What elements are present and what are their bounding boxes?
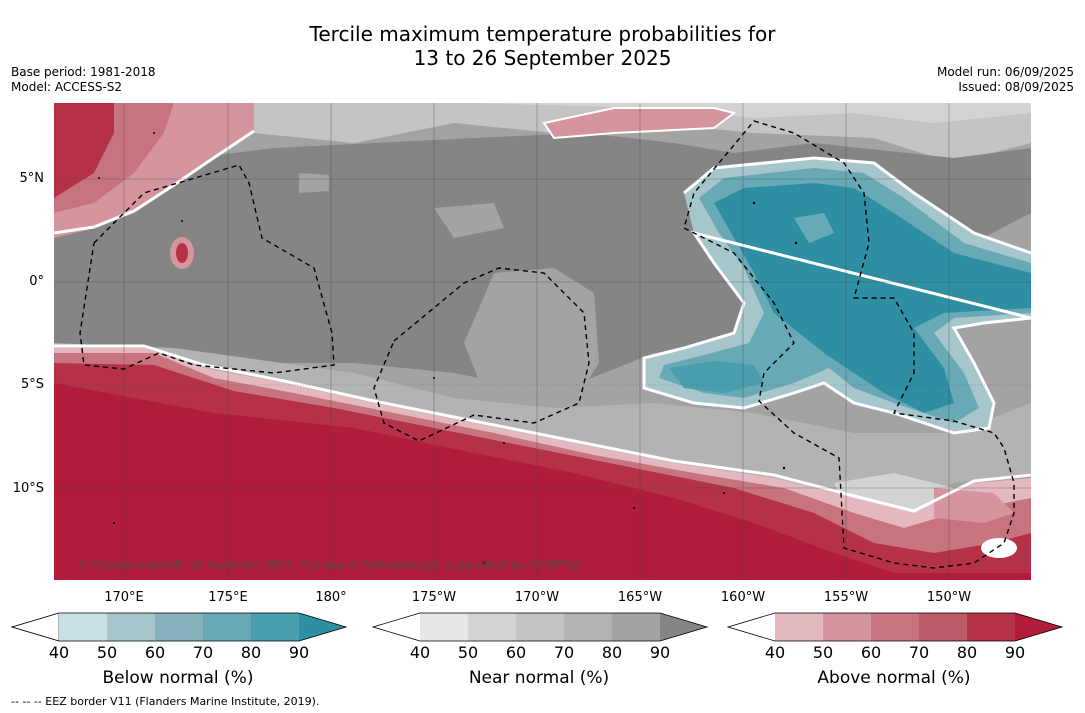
cb-above-tick: 80	[956, 643, 978, 662]
cb-near-seg-1	[420, 613, 468, 641]
cb-near-tick: 70	[553, 643, 575, 662]
lon-label-170w: 170°W	[514, 590, 560, 605]
lat-label-5n: 5°N	[19, 171, 45, 186]
cb-above-tick: 70	[908, 643, 930, 662]
colorbar-above-normal	[726, 612, 1066, 648]
cb-below-tick: 60	[144, 643, 166, 662]
cb-below-tick: 50	[96, 643, 118, 662]
cb-above-tick: 40	[764, 643, 786, 662]
cb-above-seg-1	[775, 613, 823, 641]
near-normal-lighter-north	[474, 103, 1031, 123]
colorbar-near-normal	[371, 612, 711, 648]
colorbar-above-normal-svg	[726, 612, 1064, 642]
grid-lines	[54, 103, 1031, 580]
cb-below-seg-1	[59, 613, 107, 641]
above-normal-north-patch	[544, 108, 734, 138]
cb-above-tick: 60	[860, 643, 882, 662]
cb-below-tick: 90	[288, 643, 310, 662]
near-normal-patch-north	[434, 203, 504, 238]
colorbar-near-normal-svg	[371, 612, 709, 642]
cb-above-tick: 90	[1004, 643, 1026, 662]
lon-label-175w: 175°W	[411, 590, 457, 605]
near-normal-patch-central	[464, 268, 599, 413]
cb-near-tick: 40	[409, 643, 431, 662]
above-normal-nw-core	[54, 103, 114, 198]
chart-title: Tercile maximum temperature probabilitie…	[0, 22, 1085, 70]
cb-near-outline	[371, 612, 709, 642]
issued-date: Issued: 08/09/2025	[958, 80, 1074, 94]
title-line-1: Tercile maximum temperature probabilitie…	[309, 22, 776, 46]
cb-below-tick: 70	[192, 643, 214, 662]
cb-near-seg-3	[516, 613, 564, 641]
colorbar-below-normal	[10, 612, 350, 648]
below-normal-west-lobe	[669, 361, 764, 393]
model-run: Model run: 06/09/2025	[936, 65, 1074, 79]
cb-above-seg-0	[728, 613, 775, 641]
map-svg	[54, 103, 1031, 580]
colorbar-above-label: Above normal (%)	[817, 668, 971, 688]
contour-north-patch	[542, 107, 737, 140]
above-normal-se-light	[934, 488, 1014, 523]
cb-above-seg-5	[967, 613, 1015, 641]
contour-south	[54, 344, 1031, 513]
cb-below-seg-6	[299, 613, 346, 641]
cb-below-tick: 40	[48, 643, 70, 662]
lon-label-165w: 165°W	[617, 590, 663, 605]
lat-label-0: 0°	[29, 274, 44, 289]
colorbar-below-normal-svg	[10, 612, 348, 642]
eez-borders	[79, 120, 1015, 569]
cb-below-seg-0	[10, 612, 60, 642]
cb-below-tick: 80	[240, 643, 262, 662]
cb-above-seg-6	[1015, 613, 1062, 641]
cb-below-seg-4	[203, 613, 251, 641]
colorbar-near-label: Near normal (%)	[468, 668, 610, 688]
lon-label-175e: 175°E	[208, 590, 248, 605]
cb-near-tick: 90	[649, 643, 671, 662]
cb-below-seg-5	[251, 613, 299, 641]
forecast-map	[54, 103, 1031, 580]
above-normal-island-core	[176, 243, 188, 263]
model-name: Model: ACCESS-S2	[11, 80, 123, 94]
cb-near-seg-0	[373, 613, 420, 641]
cb-above-outline	[726, 612, 1064, 642]
cb-above-seg-3	[871, 613, 919, 641]
cb-below-seg-3	[155, 613, 203, 641]
cb-near-tick: 80	[601, 643, 623, 662]
cb-below-seg-2	[107, 613, 155, 641]
meta-left: Base period: 1981-2018 Model: ACCESS-S2	[11, 65, 156, 95]
cb-above-tick: 50	[812, 643, 834, 662]
contour-nw	[54, 129, 255, 235]
near-normal-light-north	[54, 103, 1031, 163]
cb-near-seg-6	[660, 613, 707, 641]
colorbar-below-label: Below normal (%)	[102, 668, 254, 688]
cb-below-outline	[10, 612, 348, 642]
below-normal-patch	[794, 213, 834, 243]
lon-label-180: 180°	[315, 590, 347, 605]
cb-near-seg-2	[468, 613, 516, 641]
cb-near-seg-4	[564, 613, 612, 641]
lon-label-170e: 170°E	[104, 590, 144, 605]
lon-label-155w: 155°W	[823, 590, 869, 605]
base-period: Base period: 1981-2018	[11, 65, 156, 79]
lon-label-150w: 150°W	[926, 590, 972, 605]
near-normal-patch-small	[299, 173, 329, 193]
lon-label-160w: 160°W	[720, 590, 766, 605]
cb-near-tick: 50	[457, 643, 479, 662]
title-line-2: 13 to 26 September 2025	[413, 46, 672, 70]
lat-label-5s: 5°S	[20, 377, 44, 392]
cb-near-seg-5	[612, 613, 660, 641]
above-normal-south-core	[54, 383, 1031, 580]
meta-right: Model run: 06/09/2025 Issued: 08/09/2025	[937, 65, 1074, 95]
islands	[98, 132, 798, 565]
eez-footnote: -- -- -- EEZ border V11 (Flanders Marine…	[11, 695, 320, 708]
cb-above-seg-2	[823, 613, 871, 641]
cb-above-seg-4	[919, 613, 967, 641]
lat-label-10s: 10°S	[12, 481, 44, 496]
copyright-notice: © Commonwealth of Australia 2025, Bureau…	[77, 558, 583, 572]
cb-near-tick: 60	[505, 643, 527, 662]
